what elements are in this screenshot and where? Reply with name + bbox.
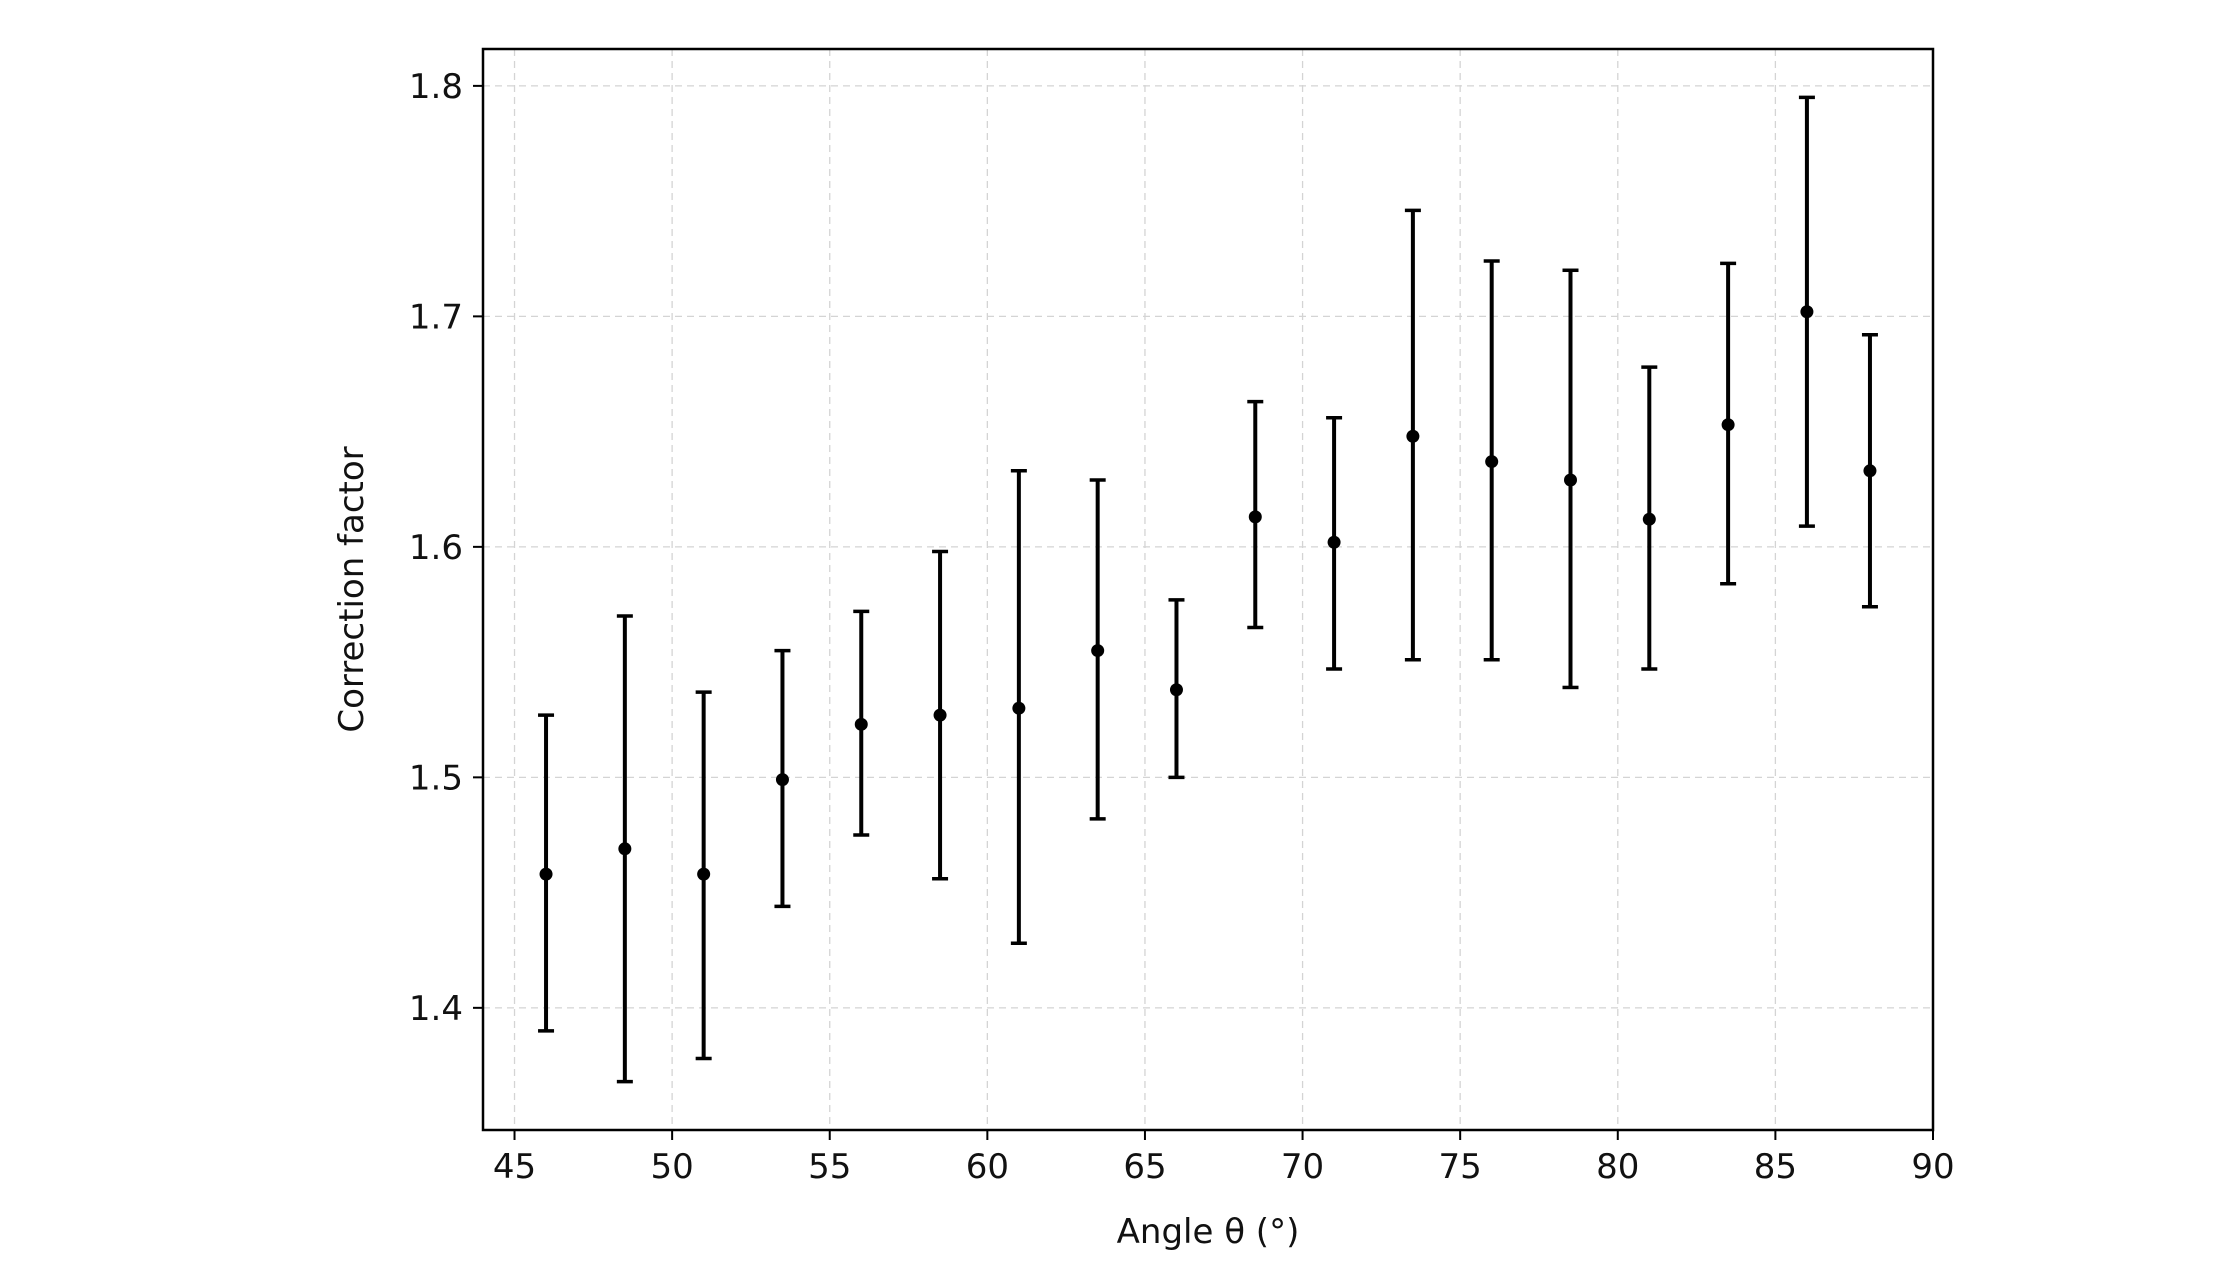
data-point	[618, 842, 632, 856]
data-point	[854, 717, 868, 731]
data-point	[1091, 644, 1105, 658]
plot-frame	[481, 47, 1935, 1132]
x-tick-label: 45	[493, 1147, 536, 1187]
y-tick-label: 1.5	[409, 758, 463, 798]
data-point	[1327, 535, 1341, 549]
data-point	[539, 867, 553, 881]
y-axis-label: Correction factor	[332, 446, 372, 732]
data-point	[1642, 512, 1656, 526]
y-tick-label: 1.8	[409, 67, 463, 107]
axis-layer: 45 50 55 60 65 70 75 80 85 90 1.4 1.5 1.6 1.7 1.8	[409, 67, 1955, 1187]
x-axis-label: Angle θ (°)	[1117, 1212, 1300, 1252]
x-tick-label: 60	[966, 1147, 1009, 1187]
data-layer	[538, 95, 1878, 1084]
data-point	[775, 773, 789, 787]
x-tick-label: 80	[1596, 1147, 1639, 1187]
x-tick-label: 70	[1281, 1147, 1324, 1187]
data-point	[1564, 473, 1577, 487]
x-tick-label: 65	[1123, 1147, 1166, 1187]
data-point	[933, 708, 947, 722]
grid-layer	[483, 49, 1934, 1130]
x-tick-label: 90	[1911, 1147, 1954, 1187]
x-tick-label: 75	[1439, 1147, 1482, 1187]
data-point	[1012, 701, 1026, 715]
x-tick-label: 85	[1754, 1147, 1797, 1187]
data-point	[1406, 429, 1420, 443]
data-point	[1169, 683, 1183, 697]
y-tick-label: 1.4	[409, 989, 463, 1029]
x-tick-label: 55	[808, 1147, 851, 1187]
data-point	[697, 867, 711, 881]
y-tick-label: 1.7	[409, 297, 463, 337]
y-tick-label: 1.6	[409, 528, 463, 568]
data-point	[1485, 455, 1499, 469]
data-point	[1721, 418, 1735, 432]
data-point	[1863, 464, 1877, 478]
data-point	[1248, 510, 1262, 524]
x-tick-label: 50	[650, 1147, 693, 1187]
data-point	[1800, 305, 1814, 319]
